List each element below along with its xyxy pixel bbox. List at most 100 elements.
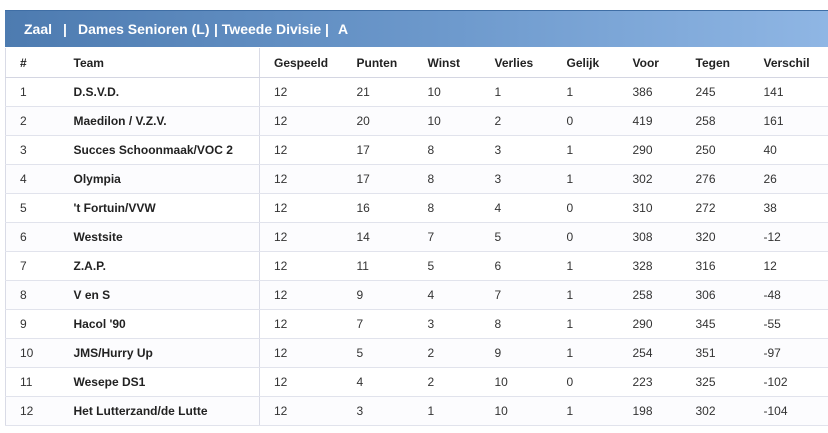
cell-rank: 6 [5, 222, 60, 252]
col-header-for: Voor [618, 48, 682, 78]
cell-draws: 1 [552, 77, 619, 107]
cell-wins: 10 [413, 77, 481, 107]
cell-team-name: Westsite [59, 222, 260, 252]
cell-goals-for: 419 [618, 106, 682, 136]
cell-draws: 0 [552, 222, 619, 252]
header-poule: A [338, 21, 349, 37]
cell-played: 12 [259, 396, 343, 426]
table-row: 3 Succes Schoonmaak/VOC 2 12 17 8 3 1 290 250 40 [5, 135, 828, 165]
cell-played: 12 [259, 338, 343, 368]
cell-goals-for: 290 [618, 309, 682, 339]
cell-goal-difference: -48 [749, 280, 828, 310]
cell-losses: 10 [480, 396, 553, 426]
cell-team-name: Z.A.P. [59, 251, 260, 281]
cell-goals-for: 310 [618, 193, 682, 223]
cell-goals-against: 316 [681, 251, 750, 281]
cell-losses: 3 [480, 135, 553, 165]
cell-points: 17 [342, 164, 414, 194]
cell-rank: 1 [5, 77, 60, 107]
cell-goals-against: 258 [681, 106, 750, 136]
cell-goals-against: 325 [681, 367, 750, 397]
cell-draws: 1 [552, 280, 619, 310]
cell-wins: 1 [413, 396, 481, 426]
cell-draws: 0 [552, 367, 619, 397]
cell-goal-difference: 40 [749, 135, 828, 165]
cell-goal-difference: -55 [749, 309, 828, 339]
cell-losses: 2 [480, 106, 553, 136]
header-division: | Tweede Divisie | [214, 21, 329, 37]
cell-goal-difference: -104 [749, 396, 828, 426]
cell-goal-difference: 12 [749, 251, 828, 281]
cell-goal-difference: 161 [749, 106, 828, 136]
cell-losses: 1 [480, 77, 553, 107]
cell-wins: 2 [413, 338, 481, 368]
cell-draws: 0 [552, 106, 619, 136]
cell-goal-difference: -97 [749, 338, 828, 368]
cell-losses: 5 [480, 222, 553, 252]
cell-losses: 10 [480, 367, 553, 397]
col-header-rank: # [5, 48, 60, 78]
col-header-wins: Winst [413, 48, 481, 78]
cell-points: 4 [342, 367, 414, 397]
cell-points: 9 [342, 280, 414, 310]
cell-played: 12 [259, 367, 343, 397]
cell-goals-for: 302 [618, 164, 682, 194]
cell-draws: 1 [552, 135, 619, 165]
cell-losses: 4 [480, 193, 553, 223]
cell-played: 12 [259, 106, 343, 136]
cell-wins: 8 [413, 135, 481, 165]
cell-goals-against: 306 [681, 280, 750, 310]
col-header-played: Gespeeld [259, 48, 343, 78]
cell-wins: 10 [413, 106, 481, 136]
cell-team-name: Maedilon / V.Z.V. [59, 106, 260, 136]
col-header-team: Team [59, 48, 260, 78]
cell-wins: 7 [413, 222, 481, 252]
cell-rank: 2 [5, 106, 60, 136]
cell-played: 12 [259, 222, 343, 252]
cell-points: 11 [342, 251, 414, 281]
cell-wins: 2 [413, 367, 481, 397]
cell-goals-for: 254 [618, 338, 682, 368]
cell-rank: 3 [5, 135, 60, 165]
table-row: 9 Hacol '90 12 7 3 8 1 290 345 -55 [5, 309, 828, 339]
col-header-losses: Verlies [480, 48, 553, 78]
cell-rank: 8 [5, 280, 60, 310]
cell-points: 3 [342, 396, 414, 426]
cell-rank: 4 [5, 164, 60, 194]
header-team-class: Dames Senioren (L) [78, 21, 210, 37]
col-header-against: Tegen [681, 48, 750, 78]
standings-table: # Team Gespeeld Punten Winst Verlies Gel… [5, 48, 828, 426]
cell-team-name: Het Lutterzand/de Lutte [59, 396, 260, 426]
table-row: 11 Wesepe DS1 12 4 2 10 0 223 325 -102 [5, 367, 828, 397]
cell-goals-against: 276 [681, 164, 750, 194]
cell-rank: 12 [5, 396, 60, 426]
cell-goals-for: 386 [618, 77, 682, 107]
cell-losses: 8 [480, 309, 553, 339]
cell-rank: 11 [5, 367, 60, 397]
cell-wins: 4 [413, 280, 481, 310]
cell-rank: 7 [5, 251, 60, 281]
cell-team-name: Olympia [59, 164, 260, 194]
cell-played: 12 [259, 193, 343, 223]
col-header-draws: Gelijk [552, 48, 619, 78]
cell-losses: 7 [480, 280, 553, 310]
cell-losses: 3 [480, 164, 553, 194]
cell-team-name: Wesepe DS1 [59, 367, 260, 397]
table-row: 12 Het Lutterzand/de Lutte 12 3 1 10 1 198 302 -1… [5, 396, 828, 426]
cell-goal-difference: -102 [749, 367, 828, 397]
cell-points: 7 [342, 309, 414, 339]
competition-header: Zaal | Dames Senioren (L) | Tweede Divis… [5, 10, 828, 47]
cell-goals-for: 223 [618, 367, 682, 397]
cell-losses: 9 [480, 338, 553, 368]
cell-goal-difference: 26 [749, 164, 828, 194]
cell-rank: 5 [5, 193, 60, 223]
cell-played: 12 [259, 164, 343, 194]
cell-points: 17 [342, 135, 414, 165]
cell-goals-against: 245 [681, 77, 750, 107]
cell-team-name: 't Fortuin/VVW [59, 193, 260, 223]
cell-played: 12 [259, 251, 343, 281]
table-row: 2 Maedilon / V.Z.V. 12 20 10 2 0 419 258 161 [5, 106, 828, 136]
cell-goal-difference: 141 [749, 77, 828, 107]
cell-team-name: D.S.V.D. [59, 77, 260, 107]
